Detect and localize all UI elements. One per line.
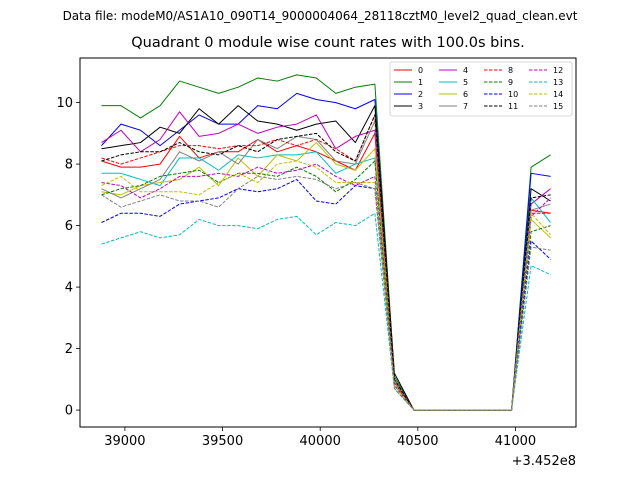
y-tick-label: 0 [65, 404, 73, 419]
plot-frame [79, 57, 577, 428]
legend-label-3: 3 [418, 102, 423, 111]
y-tick-label: 10 [56, 96, 73, 111]
y-tick-label: 6 [65, 219, 73, 234]
series-line-12 [101, 163, 551, 411]
figure-suptitle: Data file: modeM0/AS1A10_090T14_90000040… [62, 9, 578, 23]
legend-label-11: 11 [508, 102, 518, 111]
x-tick-label: 41000 [495, 434, 536, 449]
series-line-14 [101, 160, 551, 411]
legend-label-5: 5 [463, 78, 468, 87]
legend-label-6: 6 [463, 90, 468, 99]
legend-label-10: 10 [508, 90, 518, 99]
legend-label-8: 8 [508, 66, 513, 75]
series-layer [101, 74, 552, 411]
legend-label-0: 0 [418, 66, 423, 75]
series-line-13 [101, 212, 551, 411]
series-line-7 [101, 120, 551, 411]
y-tick-label: 8 [65, 158, 73, 173]
series-line-8 [101, 114, 551, 411]
legend-label-7: 7 [463, 102, 468, 111]
series-line-5 [101, 151, 552, 411]
legend-label-4: 4 [463, 66, 468, 75]
x-tick-label: 39000 [104, 434, 145, 449]
axis-layer: 39000 39500 40000 40500 41000 0 2 4 6 8 10 [56, 96, 536, 449]
series-line-11 [101, 114, 551, 411]
x-offset-label: +3.452e8 [512, 454, 576, 469]
series-line-9 [101, 160, 551, 411]
legend-label-9: 9 [508, 78, 513, 87]
legend-box [389, 61, 573, 117]
series-line-2 [101, 92, 551, 411]
y-tick-label: 2 [65, 342, 73, 357]
legend-label-12: 12 [553, 66, 563, 75]
legend-label-15: 15 [553, 102, 563, 111]
legend-label-14: 14 [553, 90, 563, 99]
series-line-15 [101, 175, 551, 411]
series-line-1 [101, 74, 551, 411]
x-tick-label: 40000 [300, 434, 341, 449]
legend-label-13: 13 [553, 78, 563, 87]
y-tick-label: 4 [65, 281, 73, 296]
legend-label-1: 1 [418, 78, 423, 87]
chart-title: Quadrant 0 module wise count rates with … [131, 35, 525, 51]
series-line-10 [101, 178, 551, 411]
x-tick-label: 40500 [397, 434, 438, 449]
x-tick-label: 39500 [202, 434, 243, 449]
legend-label-2: 2 [418, 90, 423, 99]
